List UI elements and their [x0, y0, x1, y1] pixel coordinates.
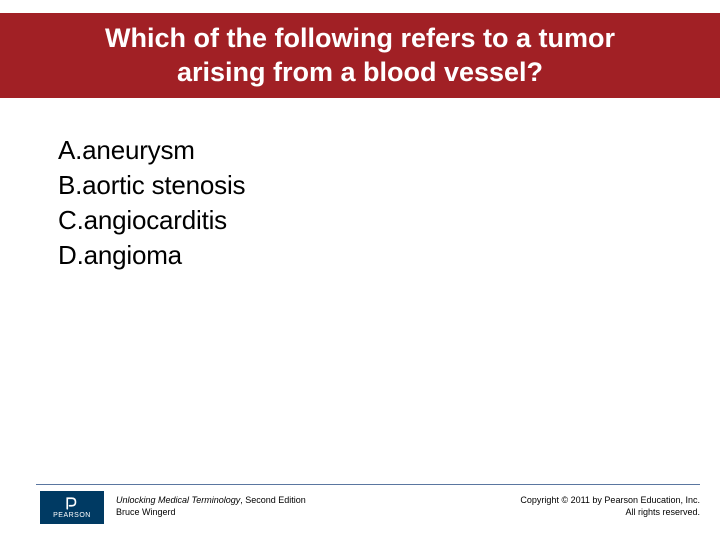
option-text: aneurysm	[82, 135, 195, 165]
book-info: Unlocking Medical Terminology, Second Ed…	[116, 495, 306, 518]
option-letter: C.	[58, 205, 84, 235]
pearson-mark-icon	[65, 496, 80, 511]
option-letter: B.	[58, 170, 82, 200]
book-edition-text: , Second Edition	[240, 495, 306, 505]
title-line-1: Which of the following refers to a tumor	[105, 23, 615, 53]
footer-divider	[36, 484, 700, 485]
book-title-text: Unlocking Medical Terminology	[116, 495, 240, 505]
copyright-info: Copyright © 2011 by Pearson Education, I…	[520, 495, 700, 518]
option-text: angiocarditis	[84, 205, 227, 235]
option-letter: A.	[58, 135, 82, 165]
option-c: C.angiocarditis	[58, 203, 245, 238]
option-d: D.angioma	[58, 238, 245, 273]
option-text: aortic stenosis	[82, 170, 245, 200]
option-b: B.aortic stenosis	[58, 168, 245, 203]
copyright-line-1: Copyright © 2011 by Pearson Education, I…	[520, 495, 700, 507]
title-band: Which of the following refers to a tumor…	[0, 13, 720, 98]
pearson-logo-text: PEARSON	[53, 512, 91, 519]
question-title: Which of the following refers to a tumor…	[105, 22, 615, 90]
slide-body: Which of the following refers to a tumor…	[0, 0, 720, 540]
title-line-2: arising from a blood vessel?	[177, 57, 543, 87]
pearson-logo: PEARSON	[40, 491, 104, 524]
book-title-line: Unlocking Medical Terminology, Second Ed…	[116, 495, 306, 507]
option-text: angioma	[84, 240, 182, 270]
option-letter: D.	[58, 240, 84, 270]
book-author: Bruce Wingerd	[116, 507, 306, 519]
copyright-line-2: All rights reserved.	[520, 507, 700, 519]
options-list: A.aneurysm B.aortic stenosis C.angiocard…	[58, 133, 245, 273]
option-a: A.aneurysm	[58, 133, 245, 168]
